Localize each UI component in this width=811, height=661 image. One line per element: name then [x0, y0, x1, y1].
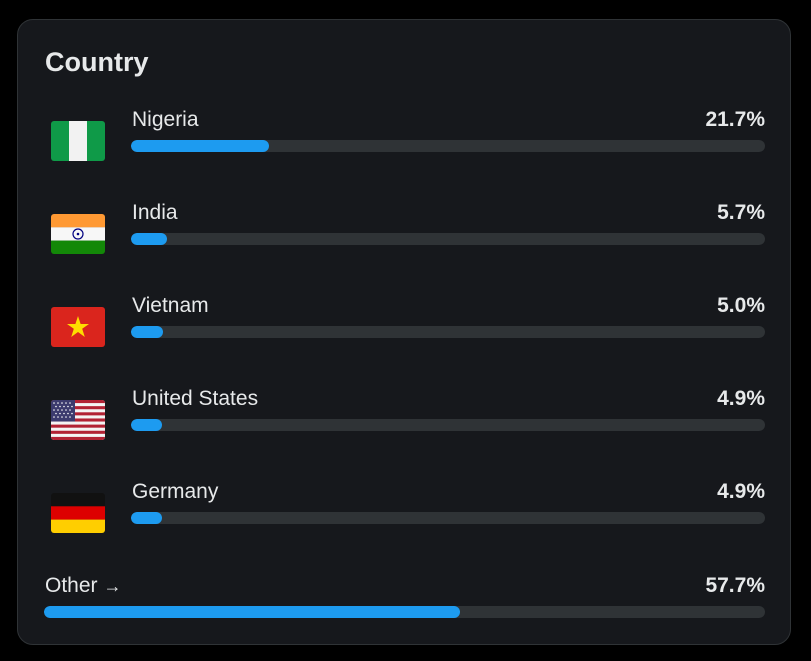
country-percent: 21.7%: [705, 108, 765, 131]
progress-bar-track: [131, 419, 765, 431]
country-percent: 5.0%: [717, 294, 765, 317]
progress-bar-track: [131, 233, 765, 245]
progress-bar-fill: [131, 512, 163, 524]
progress-bar-fill: [131, 326, 163, 338]
other-label: Other: [45, 574, 98, 597]
country-name: United States: [132, 387, 259, 410]
card-title: Country: [45, 47, 149, 77]
arrow-right-icon: →: [103, 576, 122, 596]
germany-flag-icon: [51, 493, 105, 533]
us-flag-icon: [51, 400, 105, 440]
country-row-nigeria: Nigeria 21.7%: [18, 106, 790, 176]
country-name: India: [132, 201, 178, 224]
other-percent: 57.7%: [705, 574, 765, 597]
country-row-united-states: United States 4.9%: [18, 385, 790, 455]
india-flag-icon: [51, 214, 105, 254]
country-name: Vietnam: [132, 294, 209, 317]
country-name: Germany: [132, 480, 219, 503]
country-percent: 5.7%: [717, 201, 765, 224]
nigeria-flag-icon: [51, 121, 105, 161]
progress-bar-track: [131, 512, 765, 524]
progress-bar-fill: [44, 606, 461, 618]
vietnam-flag-icon: [51, 307, 105, 347]
progress-bar-track: [44, 606, 765, 618]
progress-bar-fill: [131, 233, 168, 245]
country-name: Nigeria: [132, 108, 199, 131]
country-percent: 4.9%: [717, 387, 765, 410]
other-link[interactable]: Other →: [45, 574, 122, 598]
country-card: Country Nigeria 21.7% India 5.: [17, 19, 791, 645]
other-row: Other → 57.7%: [18, 572, 790, 642]
progress-bar-track: [131, 140, 765, 152]
progress-bar-track: [131, 326, 765, 338]
progress-bar-fill: [131, 419, 163, 431]
country-row-vietnam: Vietnam 5.0%: [18, 292, 790, 362]
progress-bar-fill: [131, 140, 269, 152]
country-percent: 4.9%: [717, 480, 765, 503]
country-row-germany: Germany 4.9%: [18, 478, 790, 548]
country-row-india: India 5.7%: [18, 199, 790, 269]
